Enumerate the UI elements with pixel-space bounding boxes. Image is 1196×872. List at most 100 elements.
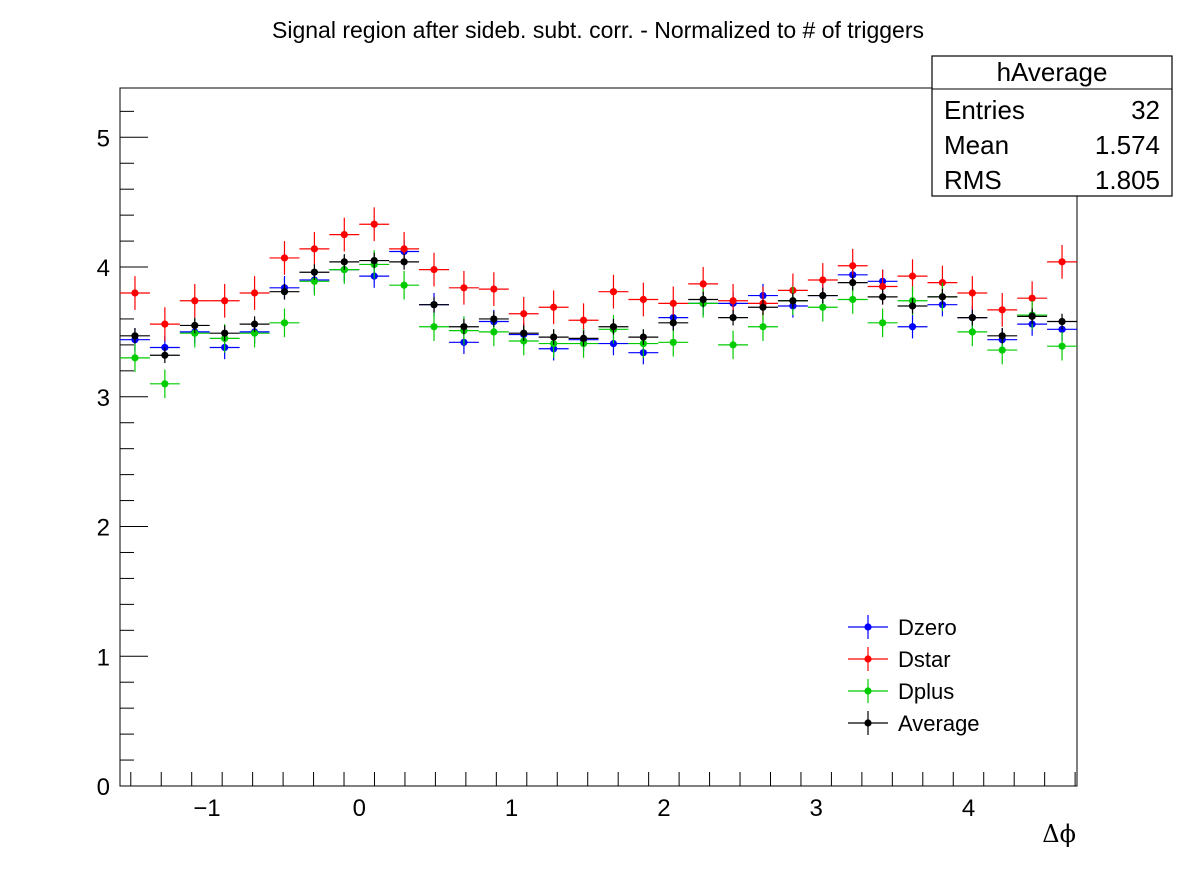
x-tick-label: 2 bbox=[657, 795, 670, 822]
point-marker bbox=[370, 256, 378, 265]
point-marker bbox=[550, 303, 558, 311]
point-marker bbox=[520, 329, 528, 337]
data-point bbox=[1017, 308, 1048, 325]
point-marker bbox=[250, 320, 259, 328]
point-marker bbox=[669, 338, 677, 346]
data-point bbox=[179, 317, 210, 334]
data-point bbox=[120, 328, 150, 344]
point-marker bbox=[280, 254, 289, 262]
data-point bbox=[1047, 244, 1077, 279]
data-point bbox=[209, 325, 240, 341]
stats-mean-label: Mean bbox=[944, 130, 1009, 160]
data-series bbox=[120, 207, 1077, 399]
stats-entries-value: 32 bbox=[1131, 95, 1160, 125]
stats-box-name: hAverage bbox=[997, 57, 1108, 87]
point-marker bbox=[340, 258, 348, 266]
point-marker bbox=[938, 293, 947, 301]
data-point bbox=[299, 264, 330, 281]
legend-entry-dstar: Dstar bbox=[848, 647, 951, 672]
point-marker bbox=[669, 299, 677, 307]
stats-entries-label: Entries bbox=[944, 95, 1025, 125]
point-marker bbox=[879, 319, 887, 327]
data-point bbox=[628, 282, 659, 317]
data-point bbox=[478, 272, 509, 306]
point-marker bbox=[131, 289, 139, 297]
legend-label: Dplus bbox=[898, 679, 954, 704]
point-marker bbox=[370, 220, 378, 228]
data-point bbox=[867, 289, 898, 305]
data-point bbox=[419, 312, 449, 341]
data-point bbox=[568, 330, 599, 347]
data-point bbox=[987, 328, 1018, 344]
data-point bbox=[987, 292, 1018, 327]
point-marker bbox=[908, 272, 917, 280]
data-point bbox=[598, 274, 629, 309]
series-dstar bbox=[120, 207, 1077, 341]
point-marker bbox=[161, 380, 169, 388]
point-marker bbox=[609, 323, 618, 331]
point-marker bbox=[908, 323, 917, 331]
point-marker bbox=[789, 297, 797, 305]
point-marker bbox=[729, 341, 737, 349]
point-marker bbox=[161, 320, 169, 328]
point-marker bbox=[759, 323, 767, 331]
point-marker bbox=[490, 328, 498, 336]
stats-rms-value: 1.805 bbox=[1095, 165, 1160, 195]
point-marker bbox=[221, 297, 229, 305]
legend-label: Dzero bbox=[898, 615, 957, 640]
data-point bbox=[389, 270, 420, 300]
data-point bbox=[1047, 331, 1077, 361]
data-point bbox=[149, 369, 180, 399]
plot-frame bbox=[119, 87, 1078, 787]
data-point bbox=[120, 343, 150, 373]
point-marker bbox=[400, 245, 408, 253]
y-tick-label: 2 bbox=[97, 515, 110, 542]
point-marker bbox=[1058, 342, 1066, 350]
point-marker bbox=[131, 354, 139, 362]
point-marker bbox=[280, 288, 289, 296]
data-point bbox=[299, 232, 330, 266]
legend-marker bbox=[864, 687, 872, 695]
data-point bbox=[598, 318, 629, 335]
data-point bbox=[628, 329, 659, 345]
data-point bbox=[748, 299, 778, 316]
point-marker bbox=[250, 329, 259, 337]
point-marker bbox=[699, 295, 707, 304]
data-point bbox=[897, 298, 928, 314]
data-point bbox=[239, 316, 270, 332]
data-point bbox=[807, 287, 838, 304]
data-point bbox=[957, 309, 988, 326]
point-marker bbox=[430, 323, 438, 331]
data-point bbox=[538, 329, 569, 345]
point-marker bbox=[729, 314, 737, 322]
data-point bbox=[718, 283, 749, 318]
data-point bbox=[419, 296, 449, 313]
point-marker bbox=[968, 289, 976, 297]
point-marker bbox=[819, 276, 827, 284]
data-point bbox=[658, 286, 689, 321]
y-axis: 0 1 2 3 4 5 bbox=[97, 110, 148, 801]
point-marker bbox=[819, 291, 827, 300]
data-point bbox=[359, 207, 390, 242]
y-tick-label: 0 bbox=[97, 774, 110, 801]
point-marker bbox=[250, 289, 259, 297]
point-marker bbox=[879, 282, 887, 291]
point-marker bbox=[131, 332, 139, 340]
data-point bbox=[419, 252, 449, 287]
point-marker bbox=[579, 316, 588, 324]
point-marker bbox=[669, 319, 677, 327]
point-marker bbox=[998, 346, 1006, 354]
data-point bbox=[718, 330, 749, 360]
point-marker bbox=[1058, 317, 1066, 326]
data-point bbox=[269, 283, 300, 300]
data-point bbox=[389, 254, 420, 270]
point-marker bbox=[1028, 294, 1036, 302]
point-marker bbox=[908, 302, 917, 310]
data-point bbox=[1047, 313, 1077, 330]
point-marker bbox=[161, 351, 169, 359]
legend-marker bbox=[864, 655, 872, 663]
data-point bbox=[329, 217, 360, 252]
data-point bbox=[478, 311, 509, 327]
data-point bbox=[329, 254, 360, 270]
